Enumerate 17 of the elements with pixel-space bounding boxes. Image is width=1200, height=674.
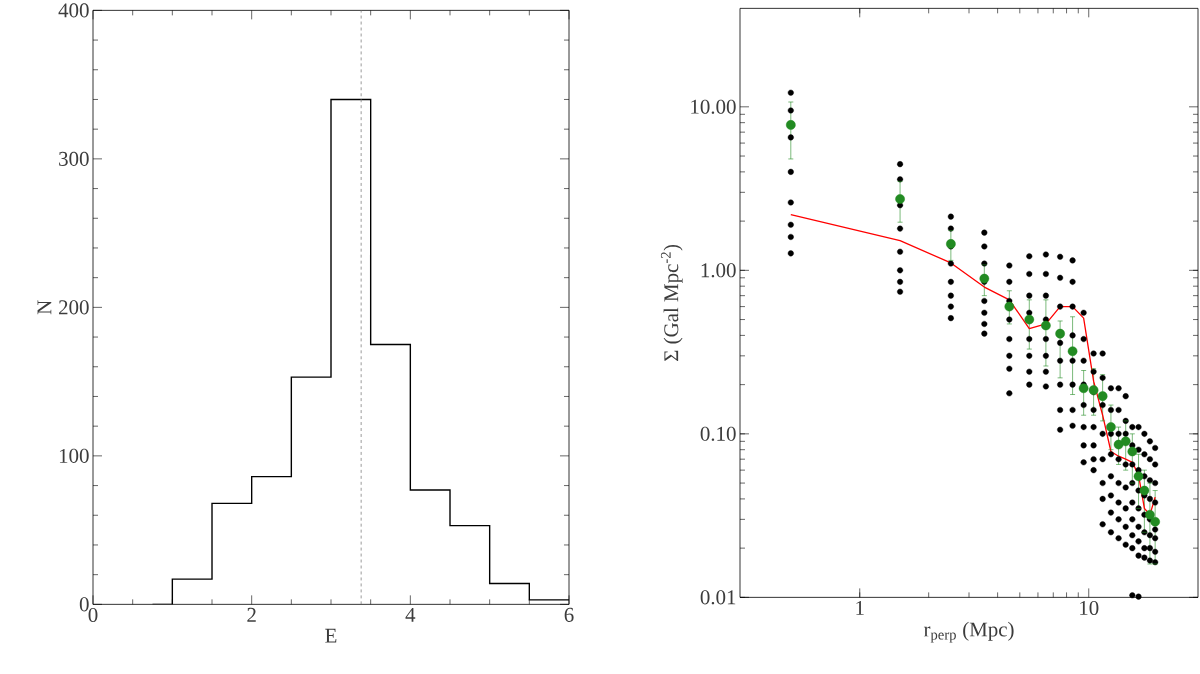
x-tick-label: 6	[564, 607, 574, 622]
x-axis-title: E	[325, 628, 337, 643]
x-tick-label: 4	[405, 607, 416, 622]
y-axis-title: Σ (Gal Mpc$^{-2}$)	[660, 244, 683, 361]
y-tick-label: 0.10	[700, 426, 736, 441]
x-tick-label: 10	[1080, 600, 1099, 615]
y-tick-label: 400	[58, 3, 89, 18]
y-tick-label: 0.01	[700, 590, 736, 605]
y-tick-label: 100	[59, 448, 89, 463]
y-tick-label: 300	[59, 151, 89, 166]
x-tick-label: 2	[247, 607, 256, 622]
x-tick-label: 1	[856, 600, 864, 615]
x-axis-title: r$_{perp}$ (Mpc)	[923, 621, 1014, 643]
y-axis-title: N	[37, 300, 52, 315]
y-tick-label: 1.00	[701, 263, 736, 278]
y-tick-label: 10.00	[691, 99, 736, 114]
y-tick-label: 200	[59, 300, 89, 315]
